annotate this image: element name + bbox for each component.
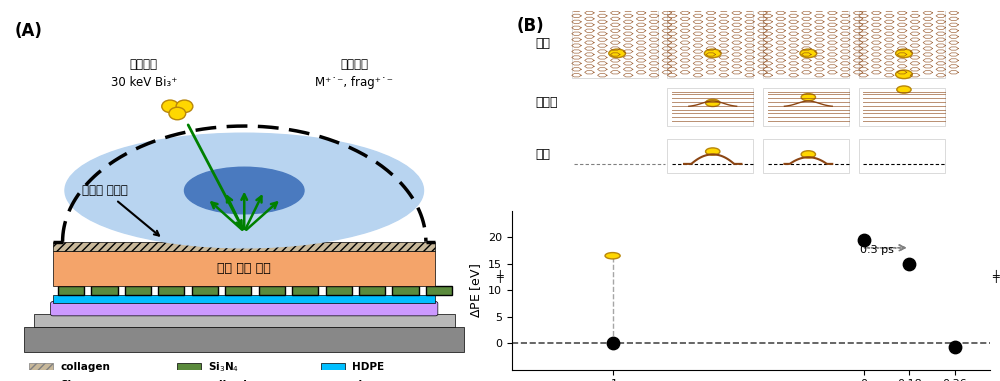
Text: 경사면: 경사면	[536, 96, 558, 109]
Point	[856, 237, 872, 243]
FancyBboxPatch shape	[225, 287, 251, 295]
Text: 이차이온: 이차이온	[340, 58, 368, 71]
FancyBboxPatch shape	[859, 139, 945, 173]
FancyBboxPatch shape	[53, 251, 435, 287]
Ellipse shape	[897, 86, 911, 93]
FancyBboxPatch shape	[34, 314, 455, 327]
FancyBboxPatch shape	[24, 327, 464, 352]
FancyBboxPatch shape	[763, 10, 849, 78]
FancyBboxPatch shape	[177, 363, 201, 371]
Ellipse shape	[169, 107, 186, 120]
Ellipse shape	[704, 49, 721, 58]
FancyBboxPatch shape	[158, 287, 184, 295]
Ellipse shape	[801, 94, 816, 101]
Point	[947, 344, 963, 351]
FancyBboxPatch shape	[667, 88, 753, 126]
Text: HDPE: HDPE	[352, 362, 384, 372]
FancyBboxPatch shape	[192, 287, 218, 295]
FancyBboxPatch shape	[321, 363, 345, 371]
FancyBboxPatch shape	[259, 287, 285, 295]
Point	[901, 261, 917, 267]
Text: Si: Si	[60, 380, 71, 381]
FancyBboxPatch shape	[53, 295, 435, 303]
Ellipse shape	[800, 49, 817, 58]
Text: glass: glass	[352, 380, 382, 381]
Ellipse shape	[896, 49, 912, 58]
Text: 세포 배양 용액: 세포 배양 용액	[217, 262, 271, 275]
FancyBboxPatch shape	[572, 10, 658, 78]
Text: (A): (A)	[15, 22, 43, 40]
FancyBboxPatch shape	[763, 139, 849, 173]
Text: 0.3 ps: 0.3 ps	[860, 245, 894, 255]
Y-axis label: $\Delta$PE [eV]: $\Delta$PE [eV]	[468, 263, 483, 318]
FancyBboxPatch shape	[29, 363, 53, 371]
Text: 윗면: 윗면	[536, 37, 551, 50]
Ellipse shape	[65, 133, 424, 248]
FancyBboxPatch shape	[392, 287, 419, 295]
FancyBboxPatch shape	[53, 242, 435, 251]
Ellipse shape	[706, 99, 720, 107]
Ellipse shape	[609, 49, 625, 58]
Text: Si$_3$N$_4$: Si$_3$N$_4$	[208, 360, 239, 374]
FancyBboxPatch shape	[859, 10, 945, 78]
FancyBboxPatch shape	[51, 301, 438, 316]
Ellipse shape	[176, 100, 193, 113]
Ellipse shape	[605, 253, 620, 259]
Ellipse shape	[896, 70, 912, 78]
Text: adhesive: adhesive	[208, 380, 261, 381]
FancyBboxPatch shape	[125, 287, 151, 295]
FancyBboxPatch shape	[859, 88, 945, 126]
FancyBboxPatch shape	[426, 287, 452, 295]
Text: ╪: ╪	[496, 271, 503, 283]
Text: M⁺˙⁻, frag⁺˙⁻: M⁺˙⁻, frag⁺˙⁻	[315, 76, 393, 89]
FancyBboxPatch shape	[58, 287, 84, 295]
FancyBboxPatch shape	[359, 287, 385, 295]
Ellipse shape	[801, 151, 816, 158]
FancyBboxPatch shape	[667, 139, 753, 173]
Ellipse shape	[706, 148, 720, 155]
Point	[605, 340, 621, 346]
Text: collagen: collagen	[60, 362, 110, 372]
Ellipse shape	[184, 167, 304, 214]
FancyBboxPatch shape	[91, 287, 118, 295]
Text: 일차이온: 일차이온	[130, 58, 158, 71]
FancyBboxPatch shape	[667, 10, 753, 78]
FancyBboxPatch shape	[292, 287, 318, 295]
FancyBboxPatch shape	[326, 287, 352, 295]
Text: ╪: ╪	[992, 271, 998, 283]
Text: 정면: 정면	[536, 148, 551, 161]
Text: 30 keV Bi₃⁺: 30 keV Bi₃⁺	[111, 76, 177, 89]
FancyBboxPatch shape	[763, 88, 849, 126]
Ellipse shape	[162, 100, 179, 113]
Text: 단일층 그래핀: 단일층 그래핀	[82, 184, 159, 235]
Text: (B): (B)	[517, 17, 544, 35]
